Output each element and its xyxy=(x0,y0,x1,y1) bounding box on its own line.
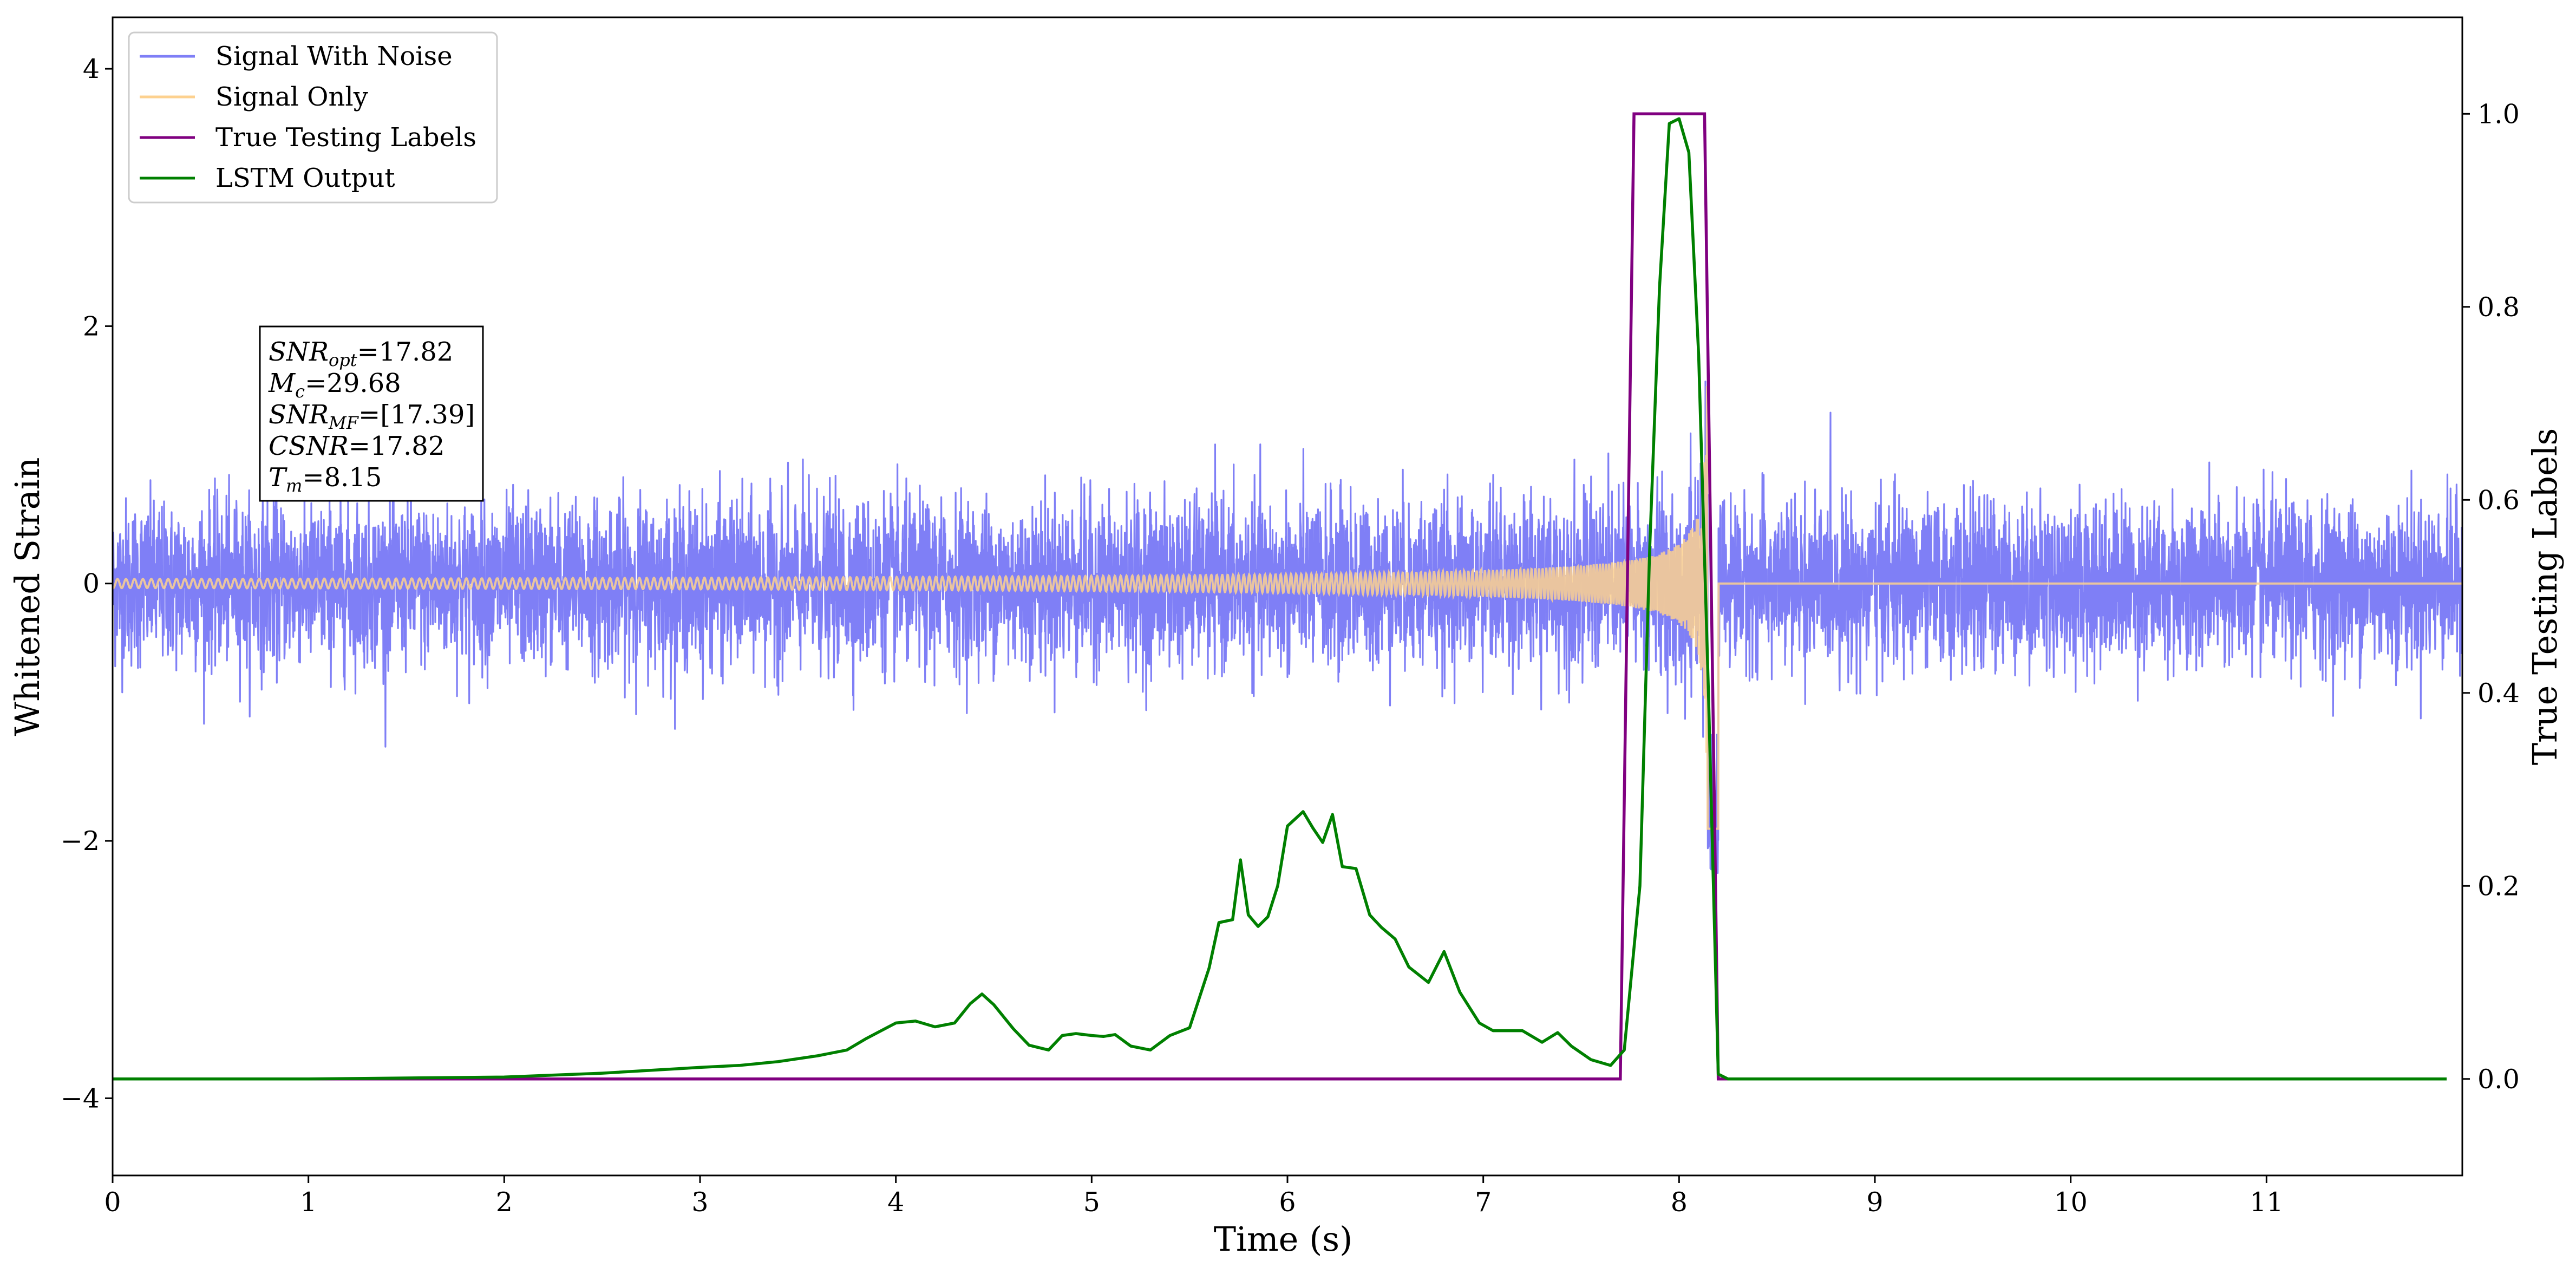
y-axis-right-label: True Testing Labels xyxy=(2525,428,2565,766)
annotation-line: SNRMF=[17.39] xyxy=(269,400,475,433)
y-left-tick-label: −2 xyxy=(61,826,100,857)
annotation-value: =17.82 xyxy=(357,337,454,367)
legend-label: Signal Only xyxy=(215,82,368,112)
annotation-value: =29.68 xyxy=(305,368,401,398)
x-axis: 0 1 2 3 4 5 6 7 8 9 10 11 xyxy=(104,1175,2284,1218)
y-axis-left-label: Whitened Strain xyxy=(8,458,47,736)
x-tick-label: 6 xyxy=(1279,1187,1296,1218)
y-left-tick-label: 0 xyxy=(83,569,100,599)
legend-label: True Testing Labels xyxy=(215,122,476,153)
annotation-symbol: T xyxy=(269,462,287,493)
y-right-tick-label: 1.0 xyxy=(2477,99,2520,129)
annotation-value: =[17.39] xyxy=(358,400,475,430)
x-tick-label: 0 xyxy=(104,1187,121,1218)
legend-label: Signal With Noise xyxy=(215,41,453,71)
x-tick-label: 8 xyxy=(1671,1187,1688,1218)
y-right-tick-label: 0.0 xyxy=(2477,1064,2520,1095)
annotation-symbol: SNR xyxy=(269,337,329,367)
y-right-tick-label: 0.4 xyxy=(2477,678,2520,709)
annotation-value: =8.15 xyxy=(302,462,382,493)
y-right-tick-label: 0.2 xyxy=(2477,871,2520,901)
annotation-subscript: opt xyxy=(329,350,357,370)
annotation-subscript: c xyxy=(295,381,305,402)
y-axis-left: −4 −2 0 2 4 xyxy=(61,54,113,1114)
plot-area xyxy=(112,112,2463,1081)
annotation-symbol: SNR xyxy=(269,400,329,430)
annotation-frame xyxy=(259,325,484,502)
x-tick-label: 7 xyxy=(1475,1187,1492,1218)
annotation-line: CSNR=17.82 xyxy=(269,431,444,461)
legend: Signal With Noise Signal Only True Testing… xyxy=(128,31,498,204)
annotation-line: Mc=29.68 xyxy=(268,368,401,402)
y-right-tick-label: 0.8 xyxy=(2477,292,2520,323)
x-tick-label: 4 xyxy=(887,1187,904,1218)
y-left-tick-label: 4 xyxy=(83,54,100,84)
x-tick-label: 1 xyxy=(300,1187,317,1218)
series-lstm-output xyxy=(113,117,2447,1081)
legend-box xyxy=(128,31,498,204)
annotation-subscript: m xyxy=(286,475,302,496)
y-left-tick-label: 2 xyxy=(83,311,100,342)
annotation-line: SNRopt=17.82 xyxy=(269,337,453,370)
x-tick-label: 3 xyxy=(691,1187,708,1218)
annotation-value: =17.82 xyxy=(349,431,445,461)
x-tick-label: 2 xyxy=(496,1187,513,1218)
annotation-symbol: CSNR xyxy=(269,431,349,461)
y-right-tick-label: 0.6 xyxy=(2477,485,2520,515)
legend-label: LSTM Output xyxy=(215,163,395,193)
annotation-symbol: M xyxy=(268,368,296,398)
series-signal-only xyxy=(112,386,2462,830)
x-tick-label: 5 xyxy=(1083,1187,1100,1218)
x-tick-label: 10 xyxy=(2054,1187,2087,1218)
x-tick-label: 9 xyxy=(1866,1187,1883,1218)
y-axis-right: 0.0 0.2 0.4 0.6 0.8 1.0 xyxy=(2462,99,2520,1095)
x-axis-label: Time (s) xyxy=(1214,1219,1353,1259)
y-left-tick-label: −4 xyxy=(61,1083,100,1114)
annotation-line: Tm=8.15 xyxy=(269,462,382,496)
x-tick-label: 11 xyxy=(2250,1187,2283,1218)
annotation-box: SNRopt=17.82Mc=29.68SNRMF=[17.39]CSNR=17… xyxy=(259,325,484,502)
annotation-subscript: MF xyxy=(328,413,359,433)
